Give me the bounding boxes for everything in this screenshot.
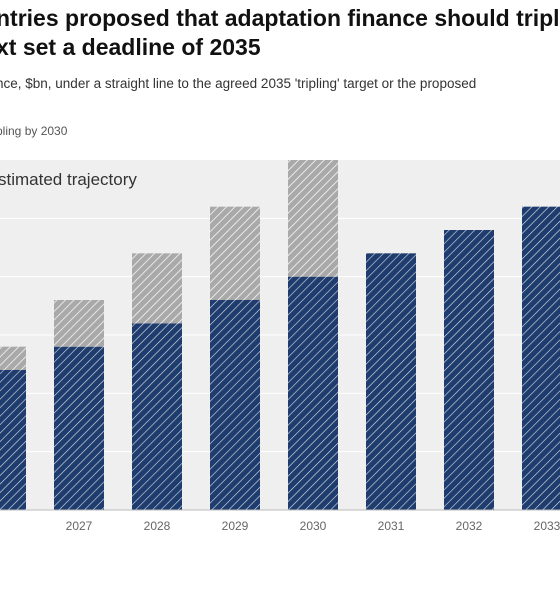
bar-proposed-extra-2028 [132, 253, 182, 324]
x-tick-label: 2032 [456, 519, 483, 533]
bar-agreed-2028 [132, 323, 182, 510]
chart-subtitle: nce, $bn, under a straight line to the a… [0, 76, 477, 91]
bar-agreed-2029 [210, 300, 260, 510]
bar-agreed-2033 [522, 206, 560, 510]
x-tick-label: 2029 [222, 519, 249, 533]
x-tick-label: 2028 [144, 519, 171, 533]
chart-title-line-1: ntries proposed that adaptation finance … [0, 5, 560, 31]
legend-entry: pling by 2030 [0, 124, 68, 138]
bar-proposed-extra-2026 [0, 346, 26, 370]
bar-proposed-extra-2030 [288, 160, 338, 277]
x-tick-label: 2030 [300, 519, 327, 533]
chart-annotation: stimated trajectory [0, 170, 137, 189]
bar-agreed-2026 [0, 370, 26, 510]
x-tick-label: 2027 [66, 519, 93, 533]
bar-proposed-extra-2027 [54, 300, 104, 347]
x-tick-label: 2031 [378, 519, 405, 533]
bar-proposed-extra-2029 [210, 206, 260, 300]
bar-agreed-2027 [54, 346, 104, 510]
bar-agreed-2032 [444, 230, 494, 510]
chart-title: ntries proposed that adaptation finance … [0, 4, 560, 62]
bar-agreed-2031 [366, 253, 416, 511]
bar-agreed-2030 [288, 276, 338, 510]
x-tick-label: 2033 [534, 519, 560, 533]
chart-title-line-2: xt set a deadline of 2035 [0, 34, 261, 60]
